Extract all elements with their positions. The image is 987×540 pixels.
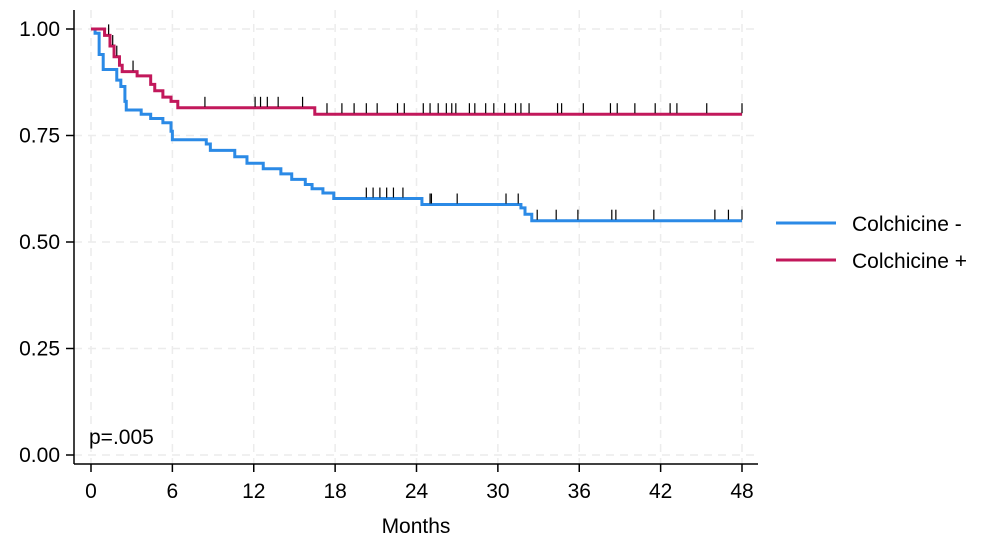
- y-tick-label: 0.25: [19, 338, 60, 361]
- x-tick-label: 48: [730, 480, 753, 503]
- x-tick-label: 36: [568, 480, 591, 503]
- y-tick-label: 0.75: [19, 125, 60, 148]
- legend-label-2: Colchicine +: [852, 250, 967, 273]
- series: [91, 27, 742, 223]
- x-tick-label: 6: [167, 480, 179, 503]
- y-tick-label: 0.50: [19, 231, 60, 254]
- x-tick-label: 12: [242, 480, 265, 503]
- series-line-1: [91, 27, 742, 223]
- x-tick-label: 30: [486, 480, 509, 503]
- censor-marks: [108, 24, 743, 220]
- series-line-2: [91, 27, 742, 116]
- x-tick-label: 0: [85, 480, 97, 503]
- legend-label-1: Colchicine -: [852, 213, 962, 236]
- x-tick-label: 42: [649, 480, 672, 503]
- y-tick-label: 1.00: [19, 18, 60, 41]
- grid-lines: [74, 10, 758, 464]
- p-value-annotation: p=.005: [89, 426, 154, 449]
- y-ticks: 0.00 0.25 0.50 0.75 1.00: [19, 18, 74, 467]
- x-tick-label: 24: [405, 480, 429, 503]
- x-tick-label: 18: [323, 480, 346, 503]
- legend: Colchicine - Colchicine +: [776, 213, 967, 273]
- x-ticks: 0 6 12 18 24 30 36 42 48: [85, 464, 754, 503]
- x-axis-title: Months: [382, 515, 451, 538]
- y-tick-label: 0.00: [19, 444, 60, 467]
